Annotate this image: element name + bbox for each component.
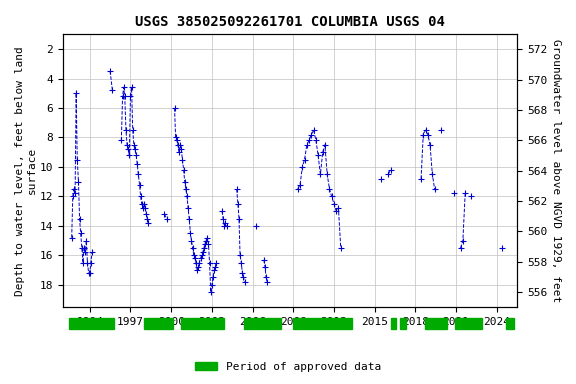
Bar [244,318,281,329]
Legend: Period of approved data: Period of approved data [191,358,385,377]
Bar [391,318,396,329]
Bar [506,318,514,329]
Title: USGS 385025092261701 COLUMBIA USGS 04: USGS 385025092261701 COLUMBIA USGS 04 [135,15,445,29]
Y-axis label: Depth to water level, feet below land
surface: Depth to water level, feet below land su… [15,46,37,296]
Bar [425,318,446,329]
Y-axis label: Groundwater level above NGVD 1929, feet: Groundwater level above NGVD 1929, feet [551,39,561,302]
Bar [181,318,224,329]
Bar [69,318,114,329]
Bar [144,318,172,329]
Bar [293,318,351,329]
Bar [400,318,406,329]
Bar [454,318,482,329]
